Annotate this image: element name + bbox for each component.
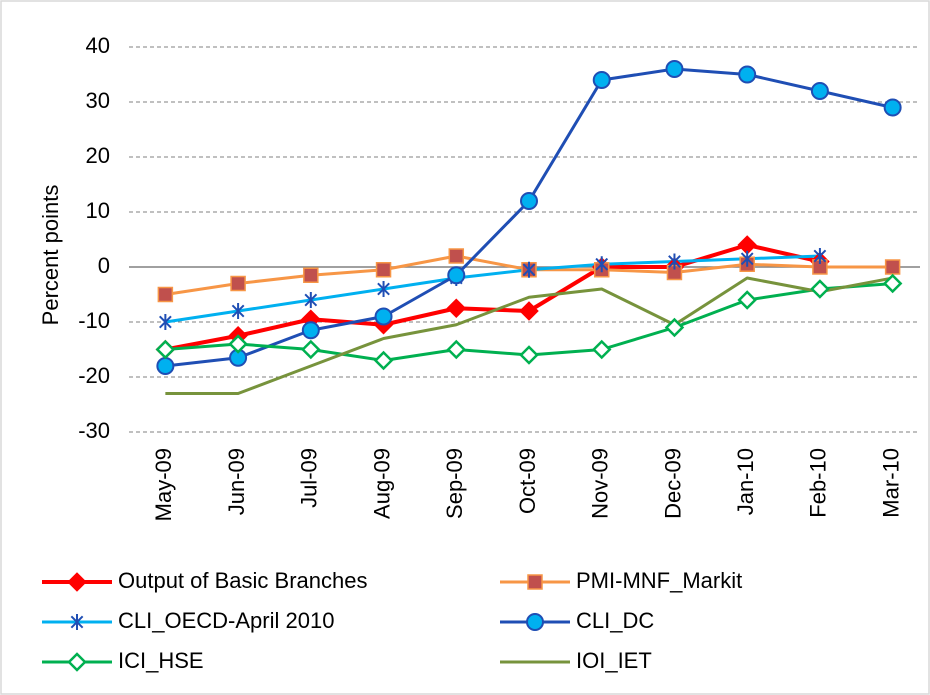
- legend-label: IOI_IET: [576, 648, 652, 673]
- legend-marker: [67, 572, 87, 592]
- legend-marker: [70, 614, 84, 630]
- marker: [740, 250, 754, 267]
- marker: [230, 275, 246, 292]
- marker: [448, 248, 465, 264]
- legend-entry: Output of Basic Branches: [42, 568, 367, 593]
- marker: [519, 345, 539, 365]
- marker: [374, 307, 393, 326]
- marker: [883, 98, 902, 117]
- marker: [157, 286, 174, 303]
- x-tick-label: Aug-09: [369, 448, 394, 519]
- marker: [591, 339, 612, 360]
- marker: [231, 303, 245, 319]
- x-tick-label: Oct-09: [515, 448, 540, 514]
- x-tick-label: Sep-09: [442, 448, 467, 519]
- x-tick-label: Nov-09: [588, 448, 613, 519]
- x-tick-label: Jan-10: [733, 448, 758, 515]
- marker: [375, 262, 392, 278]
- y-tick-label: 40: [86, 33, 110, 58]
- marker: [520, 192, 538, 210]
- x-tick-label: Jun-09: [224, 448, 249, 515]
- marker: [810, 82, 829, 100]
- marker: [884, 259, 901, 275]
- legend-entry: CLI_DC: [500, 608, 654, 633]
- marker: [301, 339, 321, 360]
- y-tick-label: 10: [86, 198, 110, 223]
- legend-marker: [527, 574, 543, 590]
- marker: [664, 317, 685, 338]
- marker: [737, 290, 757, 310]
- legend-entry: ICI_HSE: [42, 648, 204, 673]
- marker: [303, 267, 319, 283]
- marker: [882, 273, 903, 294]
- marker: [304, 292, 318, 308]
- marker: [156, 357, 175, 375]
- legend-marker: [67, 652, 87, 672]
- marker: [377, 281, 390, 297]
- y-tick-label: 30: [86, 88, 110, 113]
- x-tick-label: Dec-09: [660, 448, 685, 519]
- marker: [810, 279, 830, 299]
- y-tick-label: 20: [86, 143, 110, 168]
- legend-label: ICI_HSE: [118, 648, 204, 673]
- legend-label: CLI_DC: [576, 608, 654, 633]
- legend-label: CLI_OECD-April 2010: [118, 608, 334, 633]
- marker: [519, 301, 539, 321]
- marker: [155, 339, 176, 360]
- x-tick-label: Mar-10: [878, 448, 903, 518]
- y-tick-label: 0: [98, 253, 110, 278]
- marker: [228, 334, 248, 354]
- marker: [446, 339, 467, 360]
- marker: [738, 65, 757, 84]
- legend-entry: CLI_OECD-April 2010: [42, 608, 334, 633]
- marker: [813, 248, 827, 264]
- legend-entry: PMI-MNF_Markit: [500, 568, 742, 593]
- marker: [665, 60, 684, 78]
- legend-label: PMI-MNF_Markit: [576, 568, 742, 593]
- marker: [447, 266, 466, 285]
- x-tick-label: Jul-09: [297, 448, 322, 508]
- marker: [592, 71, 611, 89]
- x-tick-label: May-09: [151, 448, 176, 521]
- series-line: [165, 254, 820, 324]
- legend-entry: IOI_IET: [500, 648, 652, 673]
- y-tick-label: -20: [78, 363, 110, 388]
- marker: [446, 298, 467, 319]
- legend-marker: [526, 613, 544, 631]
- marker: [522, 261, 536, 278]
- marker: [373, 350, 394, 371]
- y-tick-label: -10: [78, 308, 110, 333]
- y-axis-label: Percent points: [38, 185, 63, 326]
- marker: [668, 253, 681, 270]
- y-tick-label: -30: [78, 418, 110, 443]
- marker: [595, 256, 609, 273]
- x-tick-label: Feb-10: [806, 448, 831, 518]
- legend-label: Output of Basic Branches: [118, 568, 367, 593]
- marker: [159, 314, 172, 330]
- series-line: [165, 276, 893, 395]
- marker: [301, 321, 320, 340]
